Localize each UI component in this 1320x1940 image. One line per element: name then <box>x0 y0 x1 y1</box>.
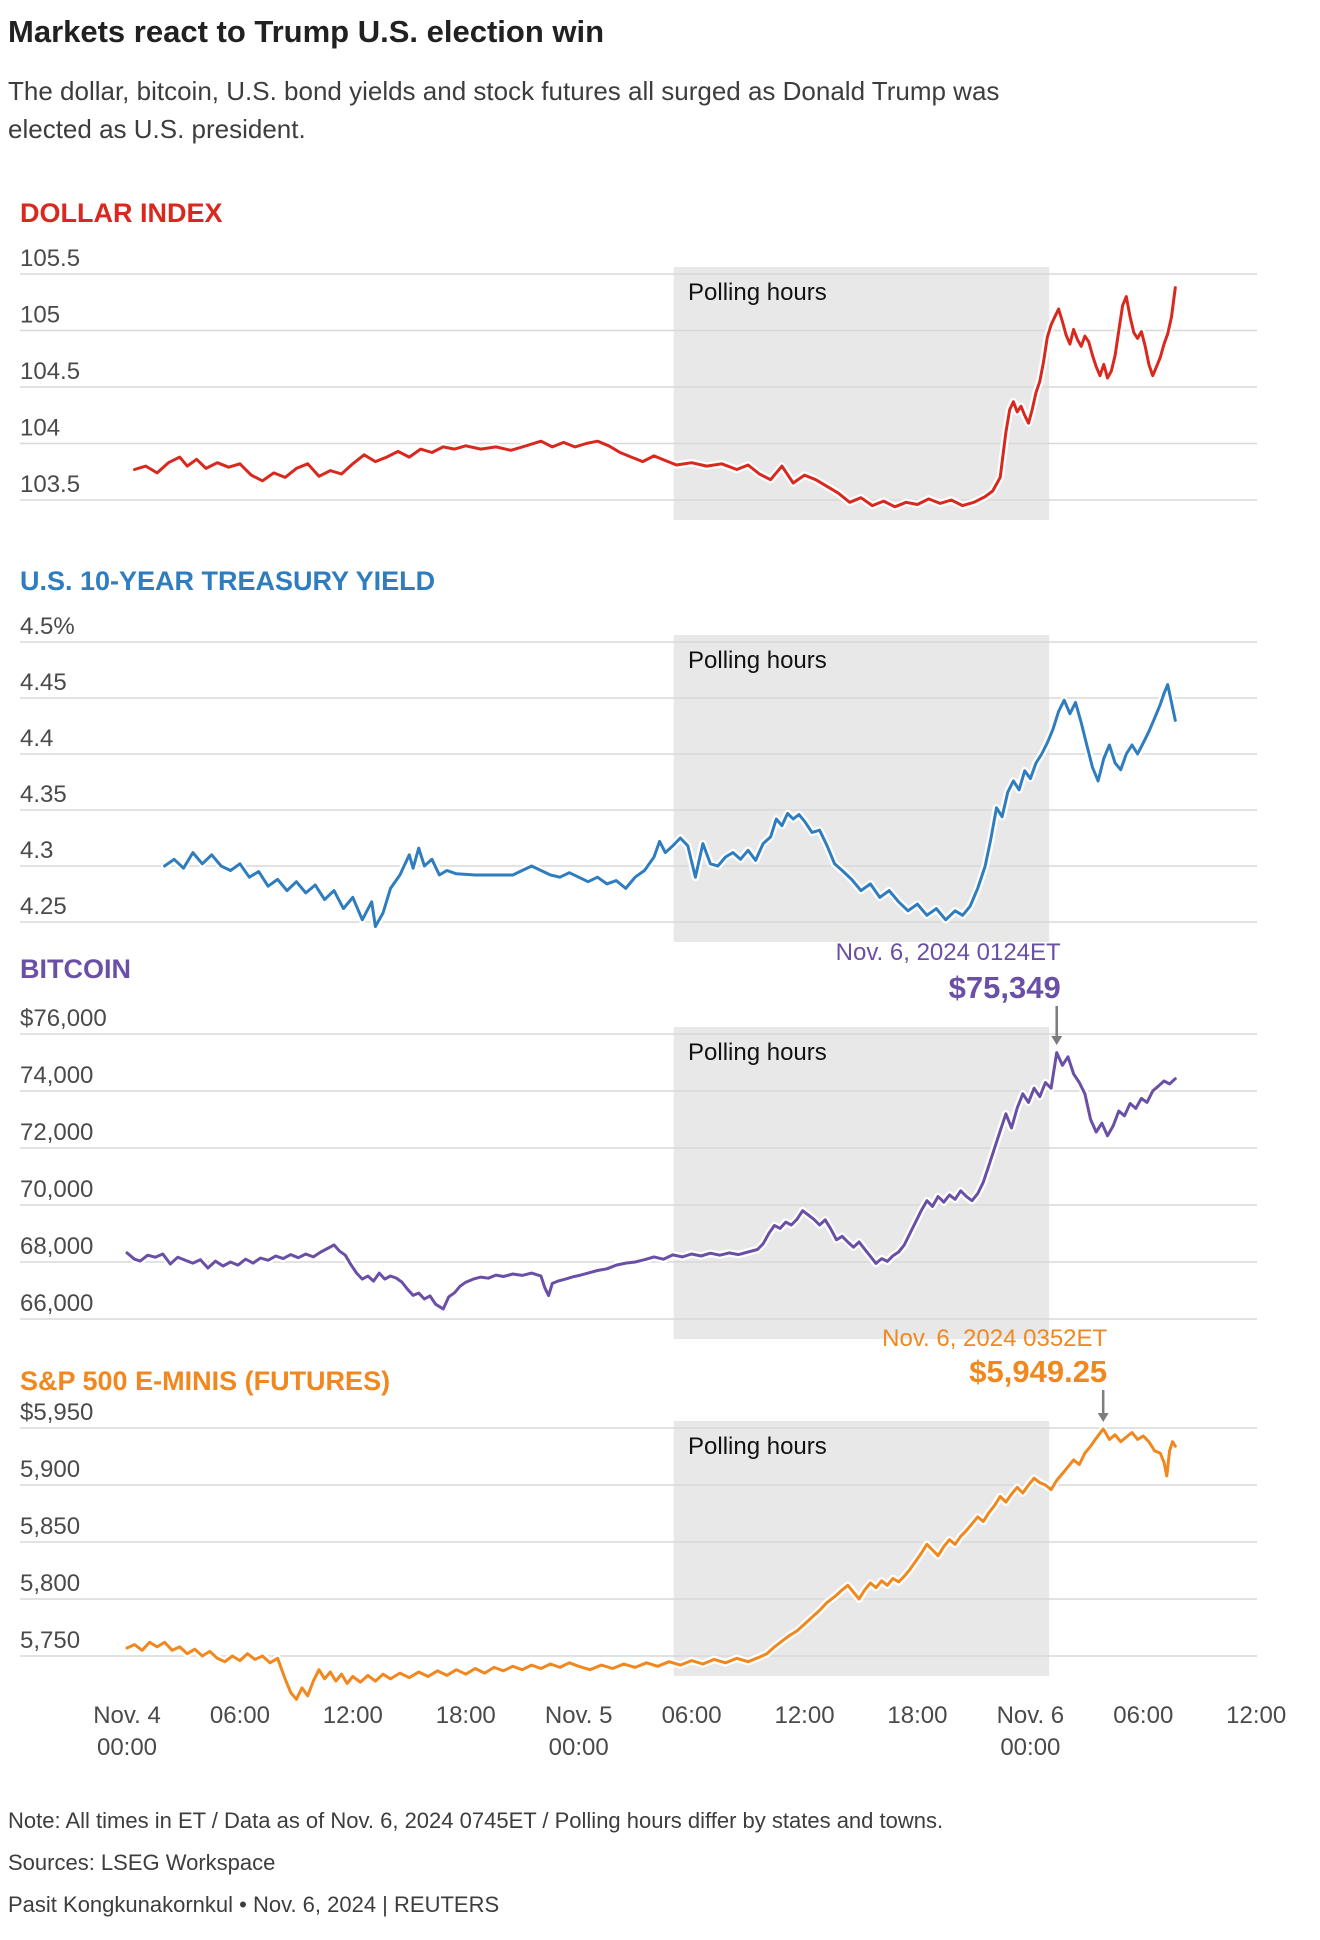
page-title: Markets react to Trump U.S. election win <box>8 14 605 49</box>
polling-hours-band <box>673 1421 1050 1676</box>
series-line <box>125 1427 1177 1701</box>
sources-line: Sources: LSEG Workspace <box>8 1850 276 1875</box>
y-axis-label: 68,000 <box>20 1233 93 1260</box>
x-axis-tick: 00:00 <box>549 1734 609 1761</box>
polling-hours-label: Polling hours <box>688 647 827 674</box>
chart-title: S&P 500 E-MINIS (FUTURES) <box>20 1366 390 1396</box>
y-axis-label: 4.45 <box>20 669 67 696</box>
y-axis-label: 70,000 <box>20 1176 93 1203</box>
y-axis-label: 103.5 <box>20 471 80 498</box>
y-axis-label: 4.4 <box>20 725 53 752</box>
annotation-timestamp: Nov. 6, 2024 0352ET <box>882 1325 1107 1352</box>
x-axis-tick: 12:00 <box>323 1702 383 1729</box>
x-axis-tick: 12:00 <box>774 1702 834 1729</box>
series-line <box>163 683 1177 928</box>
y-axis-label: 5,900 <box>20 1456 80 1483</box>
x-axis-tick: 06:00 <box>210 1702 270 1729</box>
chart-title: BITCOIN <box>20 954 131 984</box>
y-axis-label: 4.25 <box>20 893 67 920</box>
annotation-timestamp: Nov. 6, 2024 0124ET <box>836 939 1061 966</box>
polling-hours-label: Polling hours <box>688 1039 827 1066</box>
y-axis-label: 4.35 <box>20 781 67 808</box>
x-axis-tick: 06:00 <box>1113 1702 1173 1729</box>
y-axis-label: 104.5 <box>20 358 80 385</box>
polling-hours-label: Polling hours <box>688 279 827 306</box>
page-subtitle: The dollar, bitcoin, U.S. bond yields an… <box>8 76 1000 144</box>
x-axis-tick: Nov. 4 <box>93 1702 161 1729</box>
polling-hours-label: Polling hours <box>688 1433 827 1460</box>
series-line <box>133 286 1177 509</box>
polling-hours-band <box>673 267 1050 520</box>
credit-line: Pasit Kongkunakornkul • Nov. 6, 2024 | R… <box>8 1892 500 1917</box>
x-axis-tick: 18:00 <box>887 1702 947 1729</box>
x-axis-tick: 00:00 <box>1000 1734 1060 1761</box>
chart-title: U.S. 10-YEAR TREASURY YIELD <box>20 566 435 596</box>
y-axis-label: 105.5 <box>20 245 80 272</box>
x-axis-tick: Nov. 5 <box>545 1702 613 1729</box>
x-axis-tick: 12:00 <box>1226 1702 1286 1729</box>
chart-title: DOLLAR INDEX <box>20 198 223 228</box>
annotation-value: $75,349 <box>949 970 1061 1005</box>
series-line <box>125 1051 1177 1311</box>
y-axis-label: 5,850 <box>20 1513 80 1540</box>
y-axis-label: 105 <box>20 302 60 329</box>
y-axis-label: 104 <box>20 415 60 442</box>
annotation-arrowhead-icon <box>1097 1413 1109 1422</box>
annotation-value: $5,949.25 <box>969 1354 1107 1389</box>
polling-hours-band <box>673 1027 1050 1339</box>
polling-hours-band <box>673 635 1050 942</box>
annotation-arrowhead-icon <box>1051 1036 1063 1045</box>
y-axis-label: 5,750 <box>20 1627 80 1654</box>
y-axis-label: 4.3 <box>20 837 53 864</box>
y-axis-label: $5,950 <box>20 1399 93 1426</box>
x-axis-tick: 06:00 <box>662 1702 722 1729</box>
y-axis-label: 72,000 <box>20 1119 93 1146</box>
y-axis-label: 74,000 <box>20 1062 93 1089</box>
y-axis-label: 4.5% <box>20 613 75 640</box>
x-axis-tick: Nov. 6 <box>997 1702 1065 1729</box>
y-axis-label: 5,800 <box>20 1570 80 1597</box>
y-axis-label: 66,000 <box>20 1290 93 1317</box>
footnote: Note: All times in ET / Data as of Nov. … <box>8 1808 944 1833</box>
y-axis-label: $76,000 <box>20 1005 107 1032</box>
x-axis-tick: 18:00 <box>436 1702 496 1729</box>
x-axis-tick: 00:00 <box>97 1734 157 1761</box>
